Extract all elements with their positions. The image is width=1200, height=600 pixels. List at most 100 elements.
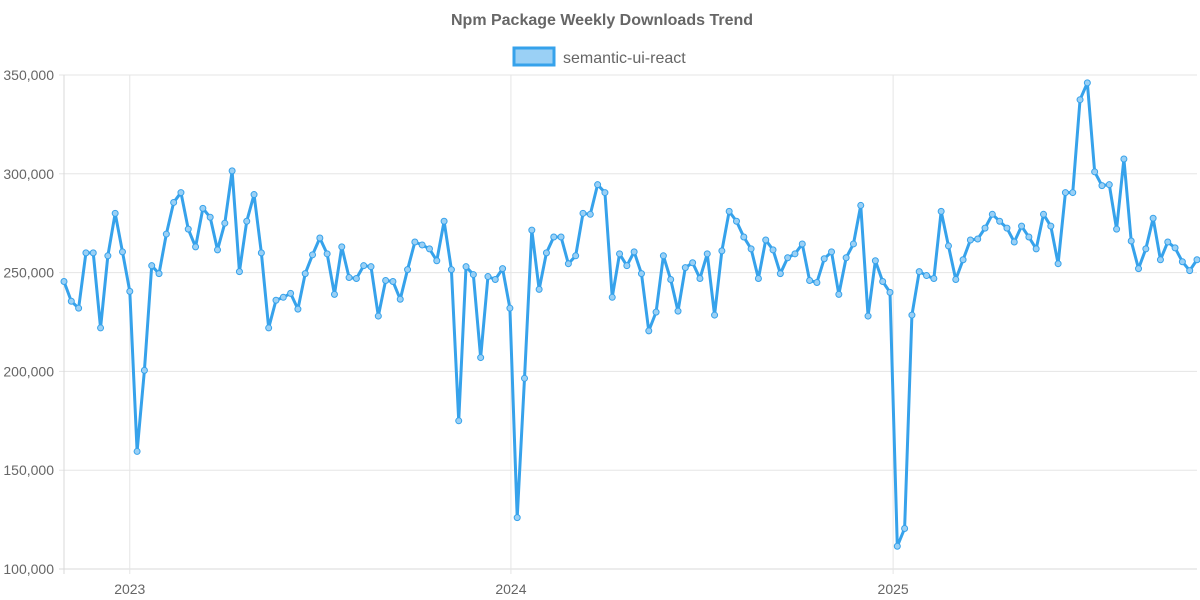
data-point[interactable] [499,265,507,273]
data-point[interactable] [623,262,631,270]
data-point[interactable] [689,259,697,267]
data-point[interactable] [996,217,1004,225]
data-point[interactable] [352,275,360,283]
data-point[interactable] [703,250,711,258]
data-point[interactable] [798,240,806,248]
data-point[interactable] [1135,265,1143,273]
data-point[interactable] [674,307,682,315]
data-point[interactable] [382,277,390,284]
data-point[interactable] [762,236,770,244]
data-point[interactable] [806,277,814,284]
data-point[interactable] [477,354,485,362]
data-point[interactable] [1010,238,1018,246]
data-point[interactable] [367,263,375,271]
data-point[interactable] [513,514,521,522]
data-point[interactable] [601,189,609,197]
data-point[interactable] [1178,258,1186,266]
data-point[interactable] [966,236,974,244]
data-point[interactable] [1142,245,1150,253]
data-point[interactable] [908,311,916,319]
data-point[interactable] [243,217,251,225]
data-point[interactable] [667,276,675,284]
data-point[interactable] [257,249,265,257]
data-point[interactable] [148,262,156,270]
data-point[interactable] [221,219,229,227]
data-point[interactable] [681,264,689,272]
data-point[interactable] [1164,238,1172,246]
data-point[interactable] [981,224,989,232]
data-point[interactable] [871,257,879,265]
data-point[interactable] [1193,256,1200,264]
data-point[interactable] [433,257,441,265]
data-point[interactable] [732,217,740,225]
data-point[interactable] [1054,260,1062,268]
data-point[interactable] [652,308,660,316]
data-point[interactable] [265,324,273,332]
data-point[interactable] [776,270,784,278]
data-point[interactable] [484,273,492,281]
data-point[interactable] [747,245,755,253]
data-point[interactable] [857,201,865,209]
data-point[interactable] [542,249,550,257]
data-point[interactable] [389,277,397,285]
data-point[interactable] [572,252,580,260]
data-point[interactable] [506,304,514,312]
data-point[interactable] [579,209,587,217]
data-point[interactable] [864,312,872,320]
data-point[interactable] [630,248,638,256]
data-point[interactable] [404,266,412,274]
data-point[interactable] [455,417,463,425]
data-point[interactable] [521,374,529,382]
data-point[interactable] [974,235,982,243]
data-point[interactable] [75,304,83,312]
data-point[interactable] [287,289,295,297]
data-point[interactable] [206,213,214,221]
data-point[interactable] [170,198,178,206]
data-point[interactable] [272,296,280,304]
data-point[interactable] [564,260,572,268]
data-point[interactable] [557,233,565,241]
data-point[interactable] [842,254,850,262]
data-point[interactable] [360,262,368,270]
data-point[interactable] [469,271,477,279]
data-point[interactable] [930,275,938,283]
data-point[interactable] [740,233,748,241]
data-point[interactable] [214,246,221,254]
data-point[interactable] [769,246,777,254]
data-point[interactable] [462,263,470,271]
data-point[interactable] [901,524,909,532]
data-point[interactable] [923,272,931,280]
data-point[interactable] [118,248,126,256]
data-point[interactable] [235,268,243,276]
data-point[interactable] [425,245,433,253]
data-point[interactable] [316,234,324,242]
data-point[interactable] [1047,222,1055,230]
data-point[interactable] [491,276,499,284]
data-point[interactable] [1018,222,1026,230]
data-point[interactable] [309,251,317,259]
data-point[interactable] [192,243,200,251]
data-point[interactable] [718,247,726,255]
data-point[interactable] [550,233,558,241]
data-point[interactable] [1120,155,1128,163]
data-point[interactable] [849,240,857,248]
data-point[interactable] [374,312,382,320]
data-point[interactable] [1091,168,1099,176]
data-point[interactable] [411,238,419,246]
data-point[interactable] [711,311,719,319]
data-point[interactable] [879,277,887,285]
data-point[interactable] [754,275,762,283]
data-point[interactable] [184,225,192,233]
data-point[interactable] [97,324,105,332]
data-point[interactable] [60,277,68,285]
legend[interactable]: semantic-ui-react [512,46,686,67]
data-point[interactable] [616,250,624,258]
data-point[interactable] [1040,210,1047,218]
data-point[interactable] [1061,189,1069,197]
data-point[interactable] [937,207,945,215]
data-point[interactable] [725,207,733,215]
data-point[interactable] [535,285,543,293]
data-point[interactable] [89,249,97,257]
data-point[interactable] [396,295,404,303]
data-point[interactable] [1156,256,1164,264]
